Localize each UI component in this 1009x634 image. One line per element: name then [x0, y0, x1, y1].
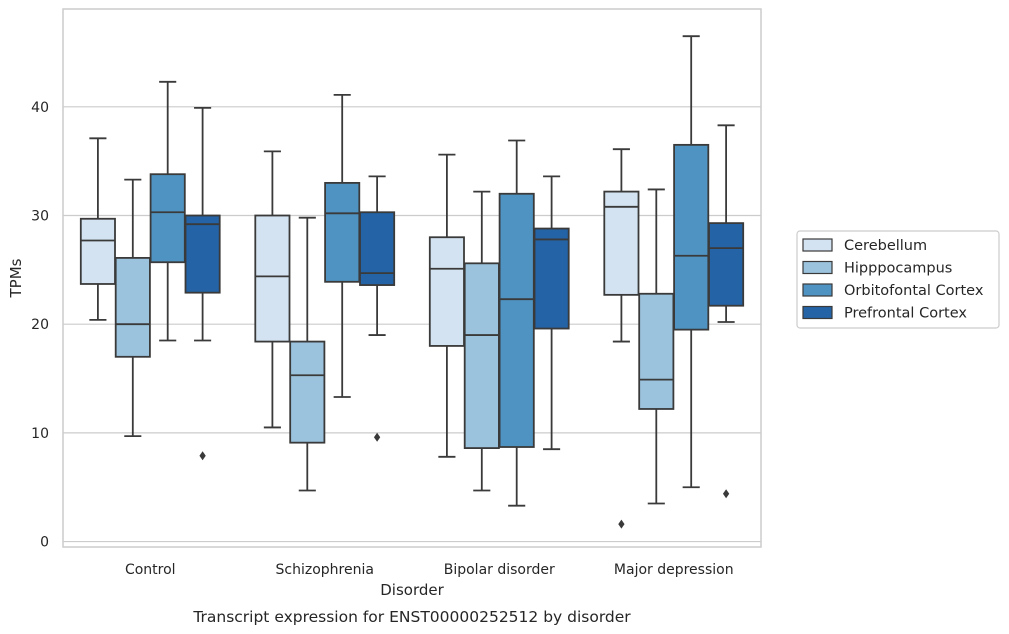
box-body: [498, 192, 535, 448]
legend-label: Orbitofontal Cortex: [844, 283, 984, 299]
y-tick-label: 20: [31, 317, 49, 333]
box-body: [603, 190, 640, 296]
legend-item: Hipppocampus: [802, 260, 952, 277]
box-body: [463, 262, 500, 449]
chart-caption: Transcript expression for ENST0000025251…: [192, 608, 631, 626]
outlier-marker: [373, 432, 381, 442]
outlier-marker: [618, 519, 625, 529]
box-body: [324, 181, 361, 283]
box-body: [114, 256, 151, 358]
box-body: [428, 236, 465, 347]
legend-swatch: [802, 305, 833, 320]
legend-label: Hipppocampus: [844, 261, 952, 277]
box: [708, 124, 745, 499]
x-tick-label: Bipolar disorder: [444, 562, 555, 578]
legend-frame: [796, 230, 1000, 329]
x-tick-label: Major depression: [614, 562, 734, 578]
box: [638, 188, 675, 505]
legend: Cerebellum Hipppocampus Orbitofontal Corte…: [796, 230, 1000, 329]
box-body: [708, 222, 745, 307]
box-body: [359, 211, 396, 286]
x-axis-label: Disorder: [380, 581, 444, 599]
x-tick-label: Control: [125, 562, 176, 578]
legend-label: Prefrontal Cortex: [844, 306, 967, 322]
box: [533, 175, 570, 451]
box: [324, 93, 361, 398]
box-body: [533, 227, 570, 330]
plot-frame: [62, 8, 762, 548]
box-body: [254, 214, 291, 343]
box-body: [184, 214, 221, 294]
box: [184, 107, 221, 461]
legend-swatch: [802, 238, 833, 252]
series-2: [149, 35, 710, 507]
box: [254, 150, 291, 429]
outlier-marker: [199, 451, 206, 461]
series-3: [184, 107, 745, 499]
x-tick-label: Schizophrenia: [276, 562, 374, 578]
box-series: [79, 35, 745, 529]
legend-swatch: [802, 260, 833, 275]
box: [603, 148, 640, 529]
y-tick-label: 10: [31, 426, 49, 442]
outlier-marker: [722, 489, 730, 499]
series-0: [79, 137, 640, 529]
box: [289, 216, 326, 492]
box-body: [289, 340, 326, 444]
y-tick-label: 30: [31, 209, 49, 225]
box-body: [673, 143, 710, 331]
x-axis-ticks: Control Schizophrenia Bipolar disorder Majo…: [125, 562, 734, 578]
y-axis-ticks: 0 10 20 30 40: [31, 100, 49, 551]
box: [498, 139, 535, 507]
y-tick-label: 0: [40, 535, 49, 551]
legend-swatch: [802, 283, 833, 297]
box: [463, 190, 500, 492]
box: [114, 178, 151, 438]
legend-item: Cerebellum: [802, 238, 927, 254]
legend-item: Orbitofontal Cortex: [802, 283, 984, 299]
y-tick-label: 40: [31, 100, 49, 116]
box: [79, 137, 116, 321]
box: [673, 35, 710, 489]
legend-label: Cerebellum: [844, 238, 927, 254]
box-body: [149, 173, 186, 264]
box-body: [638, 292, 675, 410]
y-axis-label: TPMs: [7, 258, 25, 298]
box-body: [79, 217, 116, 285]
legend-item: Prefrontal Cortex: [802, 305, 967, 322]
box: [359, 175, 396, 442]
series-1: [114, 178, 675, 505]
box: [428, 153, 465, 458]
box: [149, 80, 186, 342]
